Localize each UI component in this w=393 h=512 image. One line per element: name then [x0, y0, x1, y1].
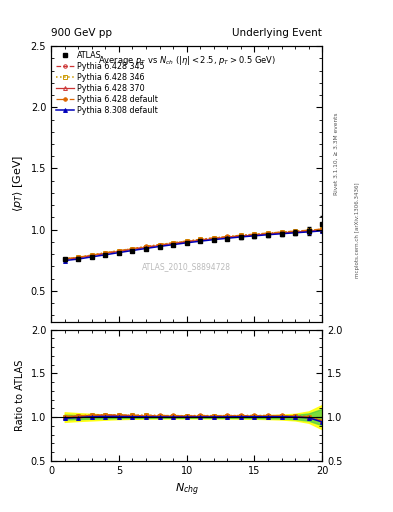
Text: Underlying Event: Underlying Event — [232, 28, 322, 38]
Text: Average $p_T$ vs $N_{ch}$ ($|\eta| < 2.5$, $p_T > 0.5$ GeV): Average $p_T$ vs $N_{ch}$ ($|\eta| < 2.5… — [98, 54, 275, 68]
Y-axis label: Ratio to ATLAS: Ratio to ATLAS — [15, 359, 25, 431]
Text: 900 GeV pp: 900 GeV pp — [51, 28, 112, 38]
Text: ATLAS_2010_S8894728: ATLAS_2010_S8894728 — [142, 262, 231, 271]
Text: mcplots.cern.ch [arXiv:1306.3436]: mcplots.cern.ch [arXiv:1306.3436] — [355, 183, 360, 278]
Legend: ATLAS, Pythia 6.428 345, Pythia 6.428 346, Pythia 6.428 370, Pythia 6.428 defaul: ATLAS, Pythia 6.428 345, Pythia 6.428 34… — [54, 49, 159, 117]
Y-axis label: $\langle p_T \rangle$ [GeV]: $\langle p_T \rangle$ [GeV] — [11, 155, 25, 212]
X-axis label: $N_{chg}$: $N_{chg}$ — [174, 481, 199, 498]
Text: Rivet 3.1.10, ≥ 3.3M events: Rivet 3.1.10, ≥ 3.3M events — [334, 112, 338, 195]
